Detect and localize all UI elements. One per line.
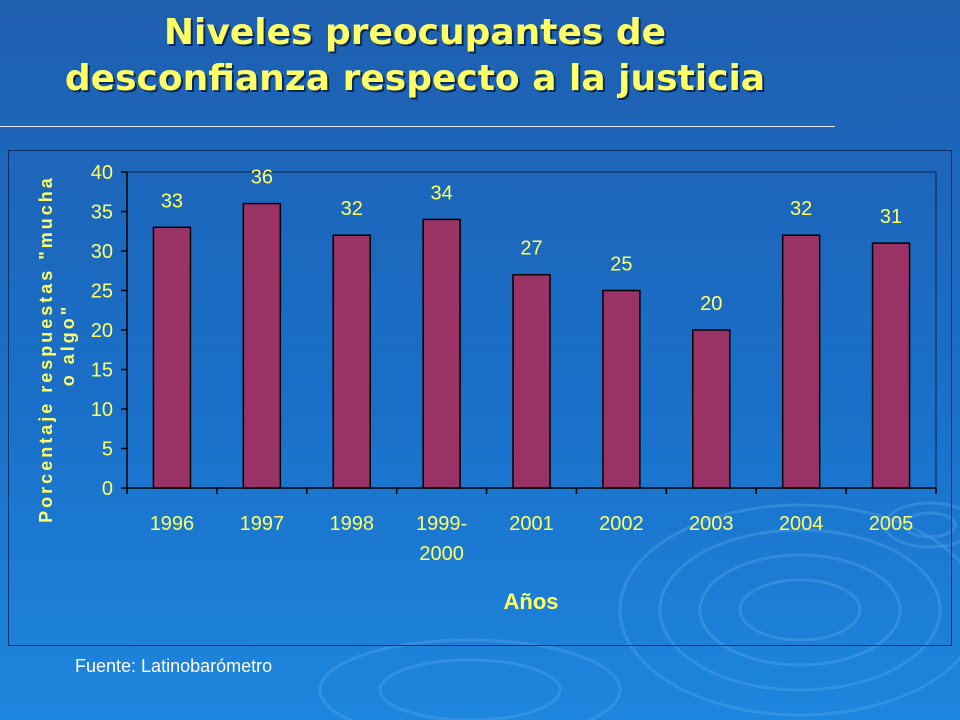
bar	[602, 289, 641, 489]
x-tick-label: 2001	[509, 513, 554, 535]
data-label: 25	[610, 254, 632, 276]
x-tick-label: 1999-2000	[416, 513, 467, 565]
y-axis-title: Porcentaje respuestas "mucha o algo"	[36, 167, 78, 523]
bar	[332, 234, 371, 489]
chart-frame	[8, 150, 952, 646]
data-label: 20	[700, 293, 722, 315]
y-axis-title-line-1: Porcentaje respuestas "mucha	[36, 175, 56, 523]
slide-title: Niveles preocupantes de desconfianza res…	[0, 10, 830, 102]
data-label: 31	[880, 206, 902, 228]
y-tick-label: 25	[91, 281, 113, 303]
y-tick-label: 35	[91, 202, 113, 224]
bar	[152, 226, 192, 489]
y-tick-label: 5	[102, 439, 113, 461]
bar	[871, 242, 911, 489]
source-note: Fuente: Latinobarómetro	[75, 656, 273, 676]
x-axis-title: Años	[504, 589, 559, 614]
bar	[512, 273, 551, 489]
data-label: 32	[341, 198, 363, 220]
x-tick-label: 2002	[599, 513, 644, 535]
y-tick-label: 0	[102, 478, 113, 500]
data-label: 32	[790, 198, 812, 220]
data-label: 33	[161, 190, 183, 212]
x-tick-label: 1996	[150, 513, 195, 535]
bar	[781, 234, 821, 489]
bar	[242, 202, 282, 489]
y-tick-label: 10	[91, 399, 113, 421]
x-tick-label: 2004	[779, 513, 824, 535]
y-tick-label: 40	[91, 162, 113, 184]
data-label: 36	[251, 167, 273, 189]
y-axis-title-line-2: o algo"	[58, 304, 78, 387]
data-label: 34	[430, 182, 452, 204]
y-tick-label: 30	[91, 241, 113, 263]
data-label: 27	[520, 238, 542, 260]
title-line-1: Niveles preocupantes de	[163, 12, 667, 53]
x-tick-label: 1998	[329, 513, 374, 535]
bar	[692, 329, 731, 489]
x-tick-label: 2003	[689, 513, 734, 535]
y-tick-label: 20	[91, 320, 113, 342]
y-tick-label: 15	[91, 360, 113, 382]
title-divider	[0, 126, 835, 127]
bar	[422, 218, 461, 489]
x-tick-label: 1997	[240, 513, 285, 535]
title-line-2: desconfianza respecto a la justicia	[64, 58, 766, 99]
x-tick-label: 2005	[869, 513, 914, 535]
